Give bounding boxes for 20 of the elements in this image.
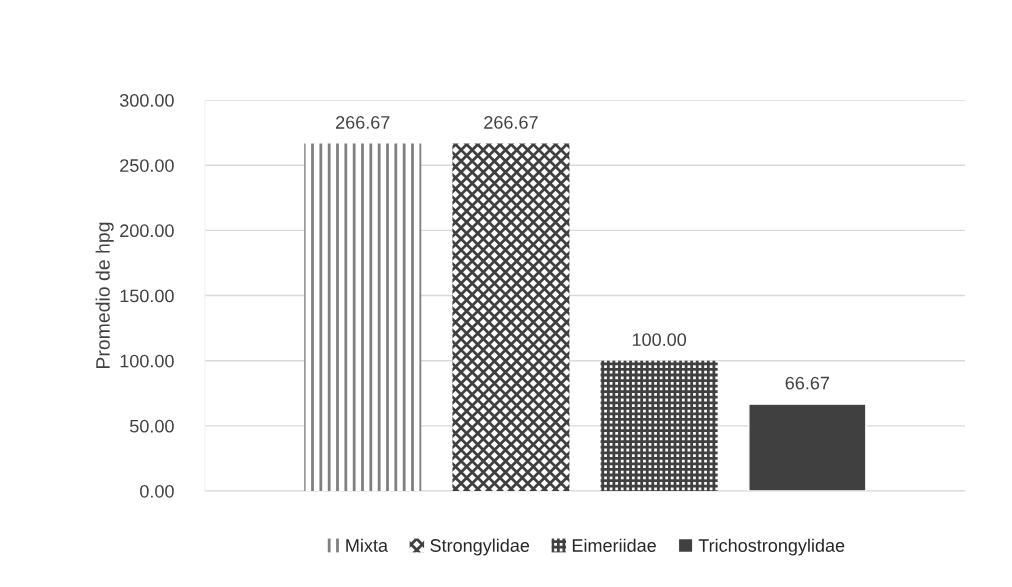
legend-label: Strongylidae bbox=[430, 538, 530, 556]
data-label: 266.67 bbox=[484, 116, 538, 129]
bar bbox=[748, 403, 867, 492]
y-tick-label: 300.00 bbox=[119, 94, 174, 107]
legend-label: Mixta bbox=[346, 538, 388, 552]
data-label: 100.00 bbox=[632, 333, 687, 347]
y-tick-label: 100.00 bbox=[120, 354, 174, 368]
y-axis-title: Promedio de hpg bbox=[95, 222, 114, 368]
bar bbox=[452, 143, 570, 492]
legend-label: Trichostrongylidae bbox=[698, 538, 845, 556]
bar bbox=[600, 360, 718, 492]
data-label: 66.67 bbox=[785, 376, 830, 390]
legend-label: Eimeriidae bbox=[572, 538, 656, 552]
y-tick-label: 150.00 bbox=[120, 289, 174, 303]
bar bbox=[304, 143, 422, 492]
y-tick-label: 200.00 bbox=[120, 224, 174, 238]
y-tick-label: 250.00 bbox=[120, 159, 174, 172]
y-tick-label: 0.00 bbox=[140, 484, 174, 498]
data-label: 266.67 bbox=[336, 116, 390, 129]
y-tick-label: 50.00 bbox=[130, 419, 174, 433]
